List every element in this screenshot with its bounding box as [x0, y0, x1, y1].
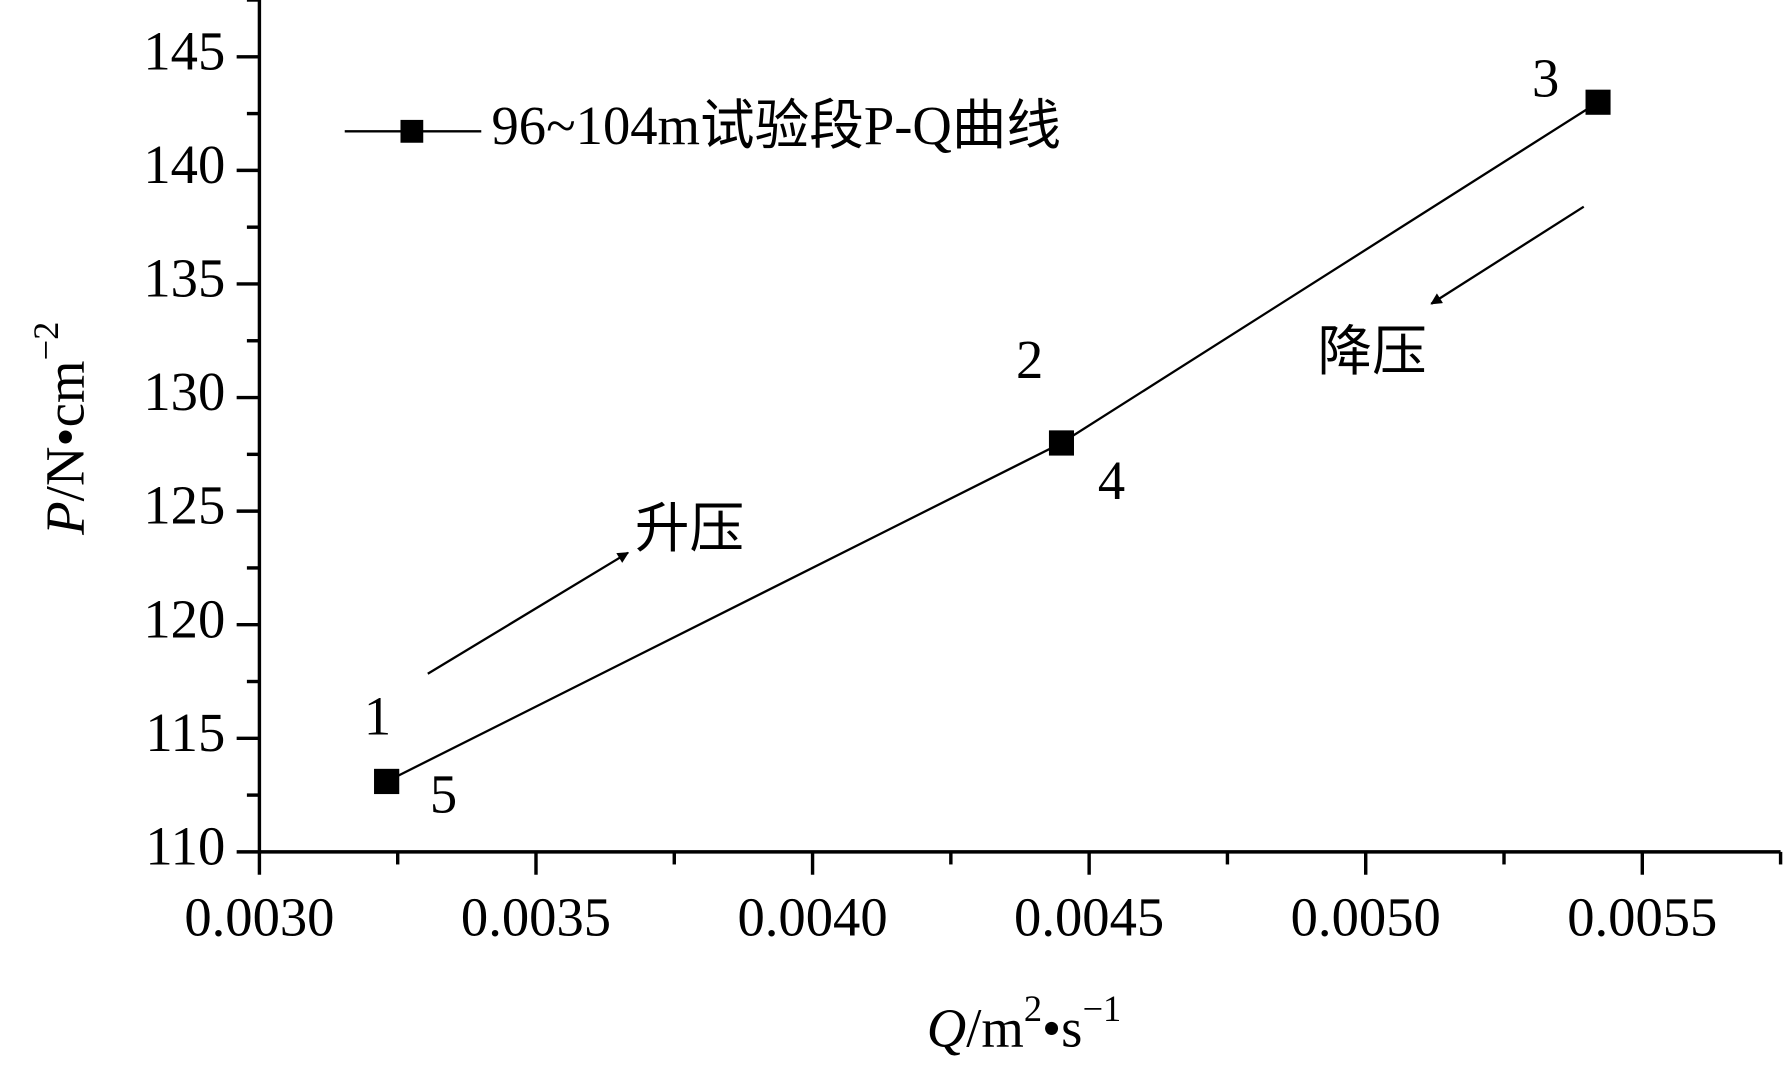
point-label: 3 — [1532, 47, 1559, 108]
data-point — [1585, 89, 1611, 115]
y-axis-label: P/N•cm−2 — [26, 322, 95, 536]
y-tick-label: 130 — [143, 361, 225, 422]
arrow — [427, 551, 630, 675]
point-label: 1 — [364, 686, 391, 747]
y-label-part: /N•cm — [34, 360, 95, 501]
x-label-part: /m — [966, 997, 1024, 1058]
data-point — [374, 768, 400, 795]
y-tick-label: 115 — [145, 702, 225, 763]
y-tick-label: 135 — [143, 247, 225, 308]
y-tick-label: 140 — [143, 134, 225, 195]
point-label: 5 — [430, 763, 457, 824]
y-label-sup: −2 — [26, 322, 66, 361]
x-label-sup: 2 — [1024, 989, 1042, 1029]
y-tick-label: 120 — [143, 588, 225, 649]
legend-label: 96~104m试验段P-Q曲线 — [492, 95, 1062, 156]
x-label-sup: −1 — [1082, 989, 1121, 1029]
y-tick-label: 110 — [145, 815, 225, 876]
x-tick-label: 0.0050 — [1291, 886, 1441, 947]
series-line — [386, 101, 1599, 783]
x-tick-label: 0.0040 — [737, 886, 887, 947]
x-tick-label: 0.0055 — [1567, 886, 1717, 947]
annotation: 降压 — [1318, 321, 1427, 382]
arrow — [1430, 205, 1585, 305]
y-tick-label: 125 — [143, 475, 225, 536]
x-axis-label: Q/m2•s−1 — [927, 989, 1121, 1058]
x-label-part: •s — [1042, 997, 1082, 1058]
annotation: 升压 — [635, 498, 744, 559]
x-tick-label: 0.0035 — [461, 886, 611, 947]
y-tick-label: 145 — [143, 20, 225, 81]
point-label: 4 — [1098, 450, 1125, 511]
x-tick-label: 0.0045 — [1014, 886, 1164, 947]
legend-marker — [400, 119, 424, 143]
x-label-part: Q — [927, 997, 966, 1058]
data-point — [1048, 430, 1074, 456]
point-label: 2 — [1016, 329, 1043, 390]
y-label-part: P — [34, 501, 95, 535]
x-tick-label: 0.0030 — [184, 886, 334, 947]
